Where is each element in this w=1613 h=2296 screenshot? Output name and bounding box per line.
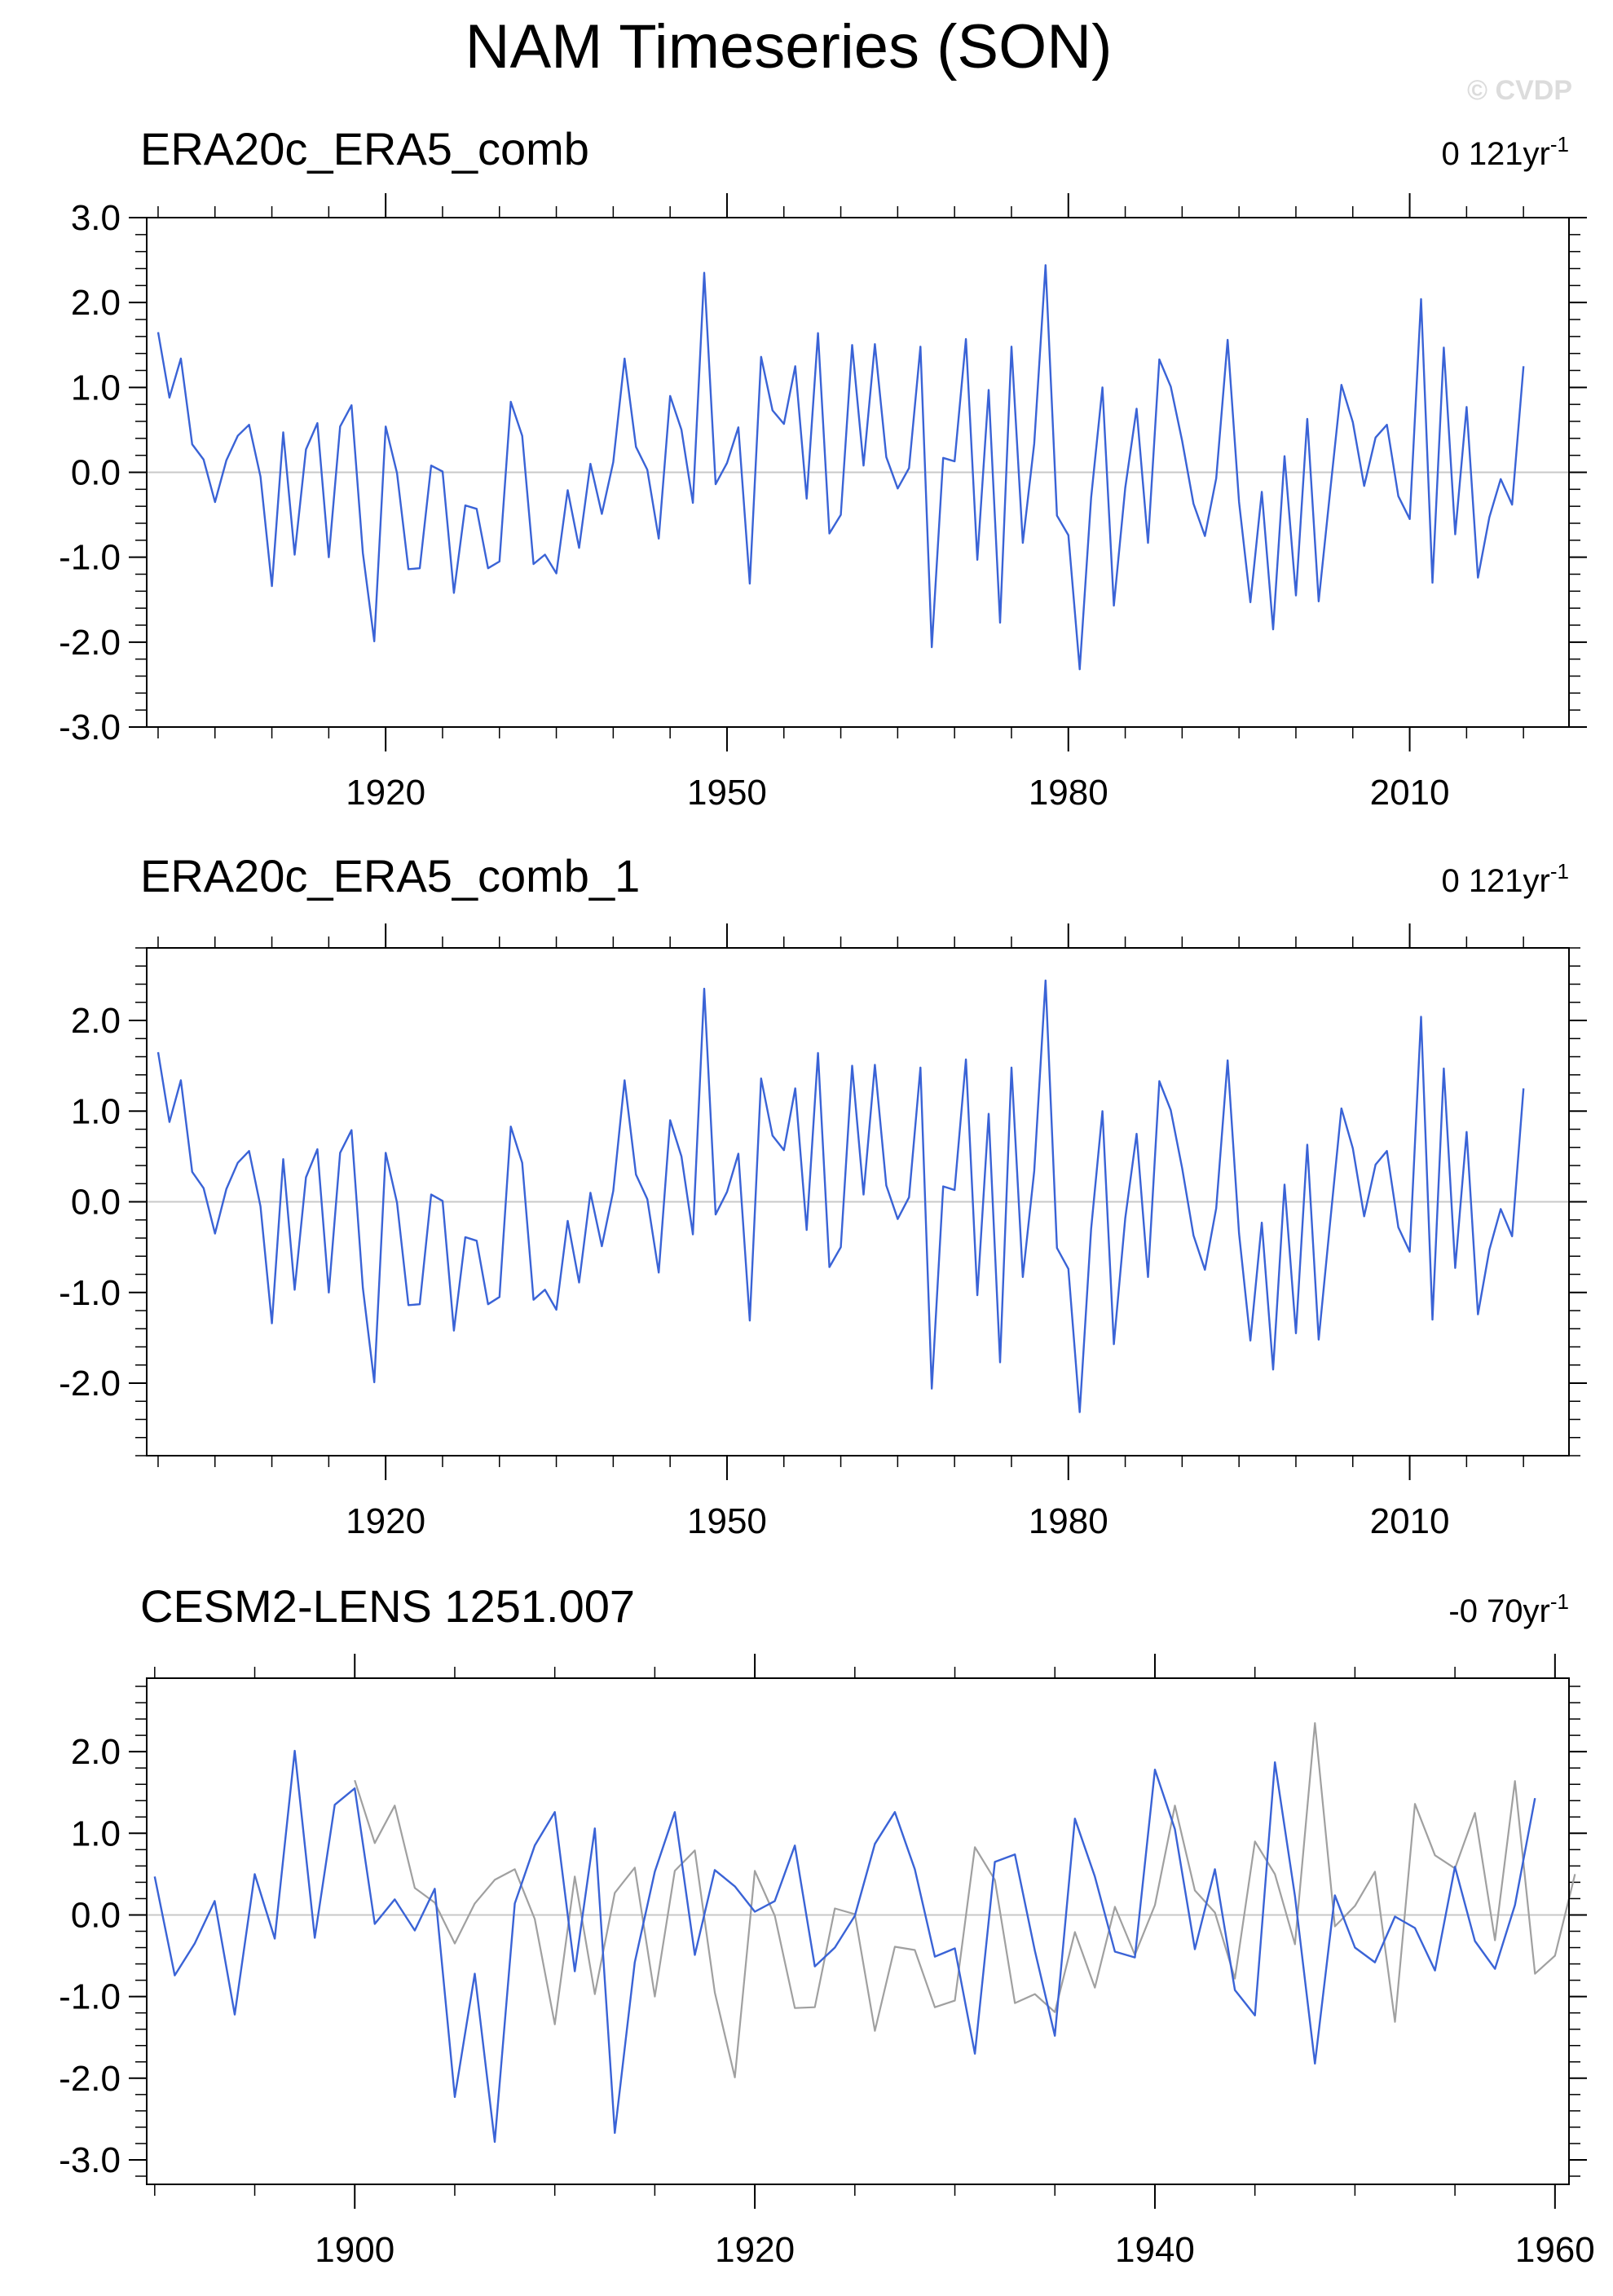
trend-label: -0 70yr-1 [1448,1589,1569,1629]
y-tick-label: -1.0 [59,1977,121,2017]
x-tick-label: 1980 [1029,1501,1108,1541]
trend-label: 0 121yr-1 [1441,132,1569,172]
cvdp-watermark: © CVDP [1467,75,1572,106]
x-tick-label: 2010 [1370,773,1450,813]
x-tick-label: 1920 [715,2230,795,2270]
figure-title: NAM Timeseries (SON) [465,12,1113,82]
x-tick-label: 1940 [1115,2230,1195,2270]
x-tick-label: 2010 [1370,1501,1450,1541]
plot-frame [146,947,1570,1456]
x-tick-label: 1950 [687,1501,767,1541]
plot-frame [146,1677,1570,2185]
y-tick-label: 0.0 [71,1895,121,1935]
y-tick-label: 0.0 [71,453,121,493]
panel-era20c-era5-comb: ERA20c_ERA5_comb 0 121yr-1 -3.0 -2.0 -1.0 0… [59,123,1587,813]
y-tick-label: 2.0 [71,1001,121,1041]
plot-frame [146,217,1570,728]
y-tick-label: -3.0 [59,707,121,747]
panel-title: ERA20c_ERA5_comb [140,123,589,174]
panel-title: CESM2-LENS 1251.007 [140,1580,635,1632]
y-tick-label: 0.0 [71,1183,121,1223]
y-tick-label: 3.0 [71,198,121,238]
trend-label: 0 121yr-1 [1441,859,1569,899]
y-tick-label: -2.0 [59,623,121,663]
panel-era20c-era5-comb-1: ERA20c_ERA5_comb_1 0 121yr-1 -2.0 -1.0 0.0… [59,850,1587,1541]
x-tick-label: 1900 [315,2230,394,2270]
x-tick-label: 1950 [687,773,767,813]
nam-series-line [153,1749,1536,2144]
y-tick-label: -1.0 [59,538,121,578]
y-tick-label: -2.0 [59,1364,121,1404]
y-tick-label: 2.0 [71,1732,121,1772]
x-tick-label: 1920 [346,1501,425,1541]
y-tick-label: 1.0 [71,368,121,408]
y-tick-label: -2.0 [59,2059,121,2099]
panel-title: ERA20c_ERA5_comb_1 [140,850,640,901]
x-tick-label: 1960 [1515,2230,1595,2270]
y-tick-label: -1.0 [59,1273,121,1313]
x-tick-label: 1920 [346,773,425,813]
panel-cesm2-lens: CESM2-LENS 1251.007 -0 70yr-1 -3.0 -2.0 -1… [59,1580,1595,2270]
nam-series-line [156,979,1525,1413]
observed-overlay-line [354,1722,1576,2078]
x-tick-label: 1980 [1029,773,1108,813]
y-tick-label: 1.0 [71,1813,121,1853]
y-tick-label: 2.0 [71,283,121,323]
y-tick-label: 1.0 [71,1091,121,1131]
nam-series-line [156,264,1525,671]
y-tick-label: -3.0 [59,2140,121,2180]
